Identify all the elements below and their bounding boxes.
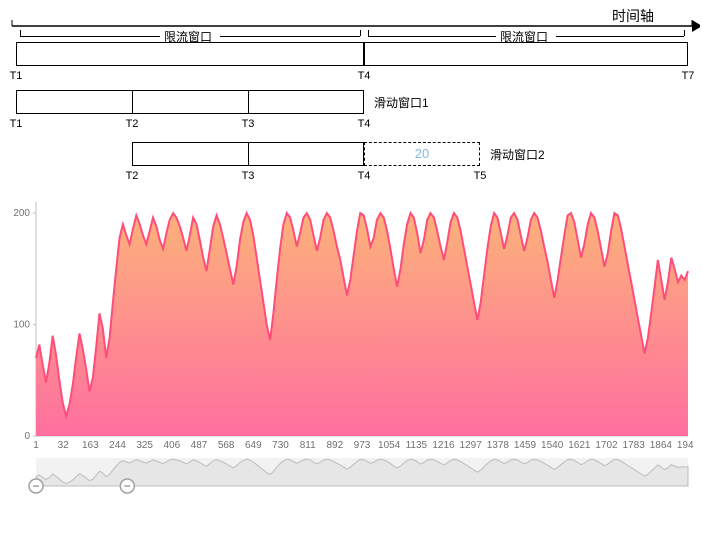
x-tick-label: 973 bbox=[354, 440, 371, 451]
x-tick-label: 1702 bbox=[595, 440, 618, 451]
tick-T2: T2 bbox=[126, 170, 139, 182]
x-tick-label: 32 bbox=[58, 440, 70, 451]
chart-svg: 0 100 200 1 32 163 244 325 406 487 568 649 730 811 892… bbox=[8, 194, 694, 494]
sliding2-ticks: T2 T3 T4 T5 bbox=[8, 170, 694, 184]
timeline-axis-label: 时间轴 bbox=[612, 6, 654, 26]
x-tick-label: 1945 bbox=[677, 440, 694, 451]
tick-T2: T2 bbox=[126, 118, 139, 130]
tick-T4: T4 bbox=[358, 170, 371, 182]
tick-T4: T4 bbox=[358, 118, 371, 130]
x-tick-label: 487 bbox=[191, 440, 208, 451]
rate-limit-window-box bbox=[364, 42, 688, 66]
brush-handle[interactable] bbox=[29, 479, 43, 493]
tick-T1: T1 bbox=[10, 118, 23, 130]
x-tick-label: 1459 bbox=[514, 440, 537, 451]
y-tick-label: 0 bbox=[24, 431, 30, 442]
x-tick-label: 1135 bbox=[406, 440, 428, 451]
timeline-axis bbox=[8, 12, 700, 32]
x-tick-label: 1378 bbox=[487, 440, 510, 451]
x-tick-label: 1297 bbox=[460, 440, 483, 451]
sliding2-label: 滑动窗口2 bbox=[490, 146, 545, 163]
x-tick-label: 892 bbox=[326, 440, 343, 451]
sliding1-box bbox=[16, 90, 364, 114]
x-tick-label: 244 bbox=[109, 440, 126, 451]
x-tick-label: 406 bbox=[163, 440, 180, 451]
x-tick-label: 1054 bbox=[378, 440, 401, 451]
tick-T7: T7 bbox=[682, 70, 695, 82]
area-chart: 0 100 200 1 32 163 244 325 406 487 568 649 730 811 892… bbox=[8, 194, 694, 494]
rate-limit-bracket bbox=[8, 30, 694, 42]
sliding1-divider bbox=[248, 90, 249, 114]
x-tick-label: 1864 bbox=[650, 440, 673, 451]
x-tick-label: 325 bbox=[136, 440, 153, 451]
tick-T5: T5 bbox=[474, 170, 487, 182]
chart-area-fill bbox=[36, 213, 688, 436]
sliding1-label: 滑动窗口1 bbox=[374, 94, 429, 111]
brush-handle[interactable] bbox=[120, 479, 134, 493]
sliding1-divider bbox=[132, 90, 133, 114]
x-tick-label: 649 bbox=[245, 440, 262, 451]
tick-T4: T4 bbox=[358, 70, 371, 82]
sliding2-divider bbox=[248, 142, 249, 166]
x-tick-label: 1 bbox=[33, 440, 39, 451]
rate-limit-window-box bbox=[16, 42, 364, 66]
sliding2-dashed-value: 20 bbox=[364, 142, 480, 166]
rate-limit-ticks: T1 T4 T7 bbox=[8, 70, 694, 84]
sliding1-ticks: T1 T2 T3 T4 bbox=[8, 118, 694, 132]
y-tick-label: 100 bbox=[13, 320, 30, 331]
x-tick-label: 1216 bbox=[432, 440, 455, 451]
x-tick-label: 163 bbox=[82, 440, 99, 451]
x-tick-label: 1540 bbox=[541, 440, 564, 451]
tick-T3: T3 bbox=[242, 118, 255, 130]
tick-T3: T3 bbox=[242, 170, 255, 182]
x-tick-label: 811 bbox=[300, 440, 316, 451]
x-tick-label: 730 bbox=[272, 440, 289, 451]
y-tick-label: 200 bbox=[13, 208, 30, 219]
x-tick-label: 1621 bbox=[568, 440, 591, 451]
timeline-diagram: 时间轴限流窗口限流窗口T1T4T7滑动窗口1T1T2T3T420滑动窗口2T2T… bbox=[8, 8, 694, 194]
tick-T1: T1 bbox=[10, 70, 23, 82]
x-tick-label: 568 bbox=[218, 440, 235, 451]
x-tick-label: 1783 bbox=[623, 440, 646, 451]
